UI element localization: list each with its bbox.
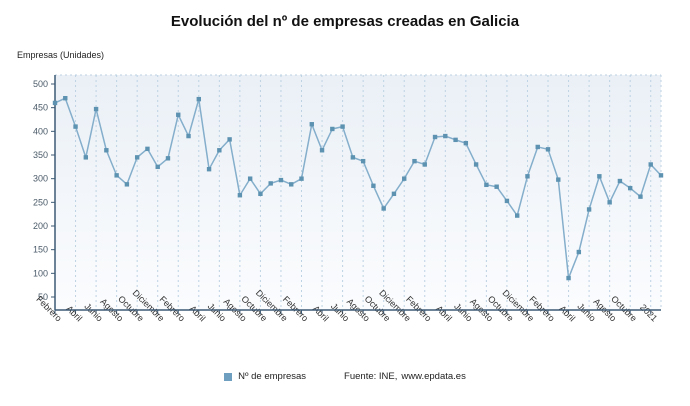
svg-text:200: 200 (33, 221, 48, 231)
source-link[interactable]: www.epdata.es (401, 371, 466, 382)
source-label: Fuente: INE, (344, 371, 398, 382)
svg-text:100: 100 (33, 268, 48, 278)
svg-text:50: 50 (38, 292, 48, 302)
svg-text:450: 450 (33, 103, 48, 113)
y-axis-unit-label: Empresas (Unidades) (17, 50, 105, 60)
svg-text:300: 300 (33, 174, 48, 184)
svg-text:250: 250 (33, 197, 48, 207)
svg-text:150: 150 (33, 245, 48, 255)
chart-footer: Nº de empresas Fuente: INE, www.epdata.e… (0, 371, 690, 382)
svg-text:400: 400 (33, 126, 48, 136)
svg-text:350: 350 (33, 150, 48, 160)
legend-swatch-icon (224, 372, 233, 381)
svg-text:500: 500 (33, 79, 48, 89)
chart-title: Evolución del nº de empresas creadas en … (170, 13, 520, 30)
legend-label: Nº de empresas (238, 371, 307, 382)
